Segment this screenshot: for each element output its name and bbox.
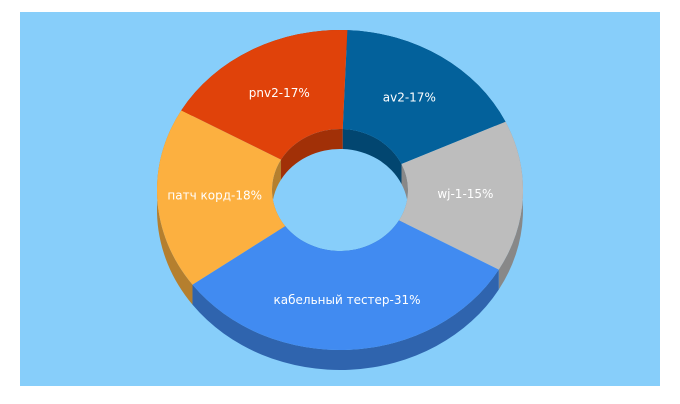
segment-label: патч корд-18% (167, 189, 262, 203)
segment (156, 110, 286, 285)
segment-label: кабельный тестер-31% (274, 293, 421, 307)
segment-inner-wall (342, 129, 402, 184)
segment (192, 220, 499, 350)
segment-label: wj-1-15% (437, 187, 493, 201)
segment (342, 30, 506, 164)
segment (181, 29, 348, 160)
segment (398, 121, 523, 270)
segment-label: av2-17% (383, 90, 436, 104)
segment-label: pnv2-17% (249, 86, 310, 100)
segment-inner-wall (281, 129, 343, 180)
segment-outer-wall (192, 269, 499, 370)
